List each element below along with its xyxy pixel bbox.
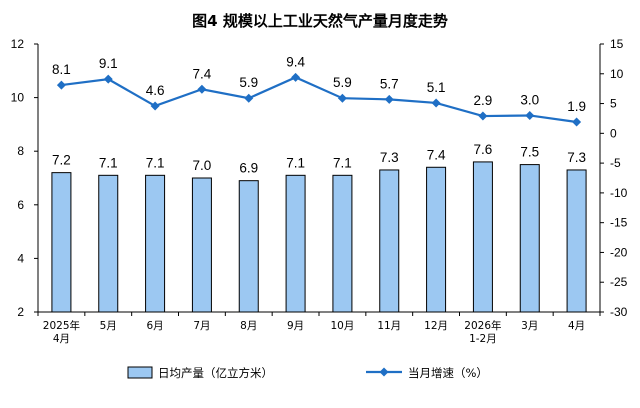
line-data-label: 2.9: [474, 93, 493, 108]
bar: [566, 169, 587, 313]
line-point: [431, 98, 441, 108]
y-left-tick-label: 8: [17, 144, 24, 158]
y-left-tick-label: 4: [17, 251, 24, 265]
bar-data-label: 7.4: [427, 147, 446, 162]
y-right-tick-label: 15: [610, 37, 624, 51]
bar-data-label: 7.1: [146, 155, 165, 170]
x-tick-label: 3月: [521, 320, 538, 332]
x-tick-label: 5月: [100, 320, 117, 332]
line-data-label: 5.9: [333, 75, 352, 90]
chart-title: 图4 规模以上工业天然气产量月度走势: [192, 12, 448, 30]
x-tick-label: 2026年: [464, 319, 501, 332]
x-tick-label: 7月: [193, 320, 210, 332]
bar-data-label: 7.3: [380, 150, 399, 165]
y-right-tick-label: -15: [610, 216, 628, 230]
x-tick-label: 10月: [330, 320, 354, 332]
y-right-tick-label: 10: [610, 67, 624, 81]
bar: [51, 172, 72, 313]
line-data-label: 5.7: [380, 76, 399, 91]
bar-data-label: 7.2: [52, 153, 71, 168]
y-right-tick-label: -5: [610, 156, 621, 170]
line-data-label: 9.4: [286, 54, 305, 69]
bar: [191, 177, 212, 313]
x-tick-label: 8月: [240, 320, 257, 332]
y-left-tick-label: 2: [17, 305, 24, 319]
bar-data-label: 7.1: [286, 155, 305, 170]
line-point: [244, 93, 254, 103]
bar-data-label: 7.1: [333, 155, 352, 170]
y-right-tick-label: -30: [610, 305, 628, 319]
y-left-tick-label: 6: [17, 198, 24, 212]
bar-data-label: 7.0: [193, 158, 212, 173]
y-right-tick-label: -10: [610, 186, 628, 200]
bar: [472, 161, 493, 313]
legend-line-label: 当月增速（%）: [408, 366, 488, 380]
x-tick-label: 12月: [424, 320, 448, 332]
y-right-tick-label: 5: [610, 97, 617, 111]
bar: [145, 174, 166, 313]
x-tick-label: 6月: [146, 320, 163, 332]
line-point: [103, 74, 113, 84]
y-right-tick-label: -25: [610, 275, 628, 289]
line-point: [478, 111, 488, 121]
line-point: [525, 110, 535, 120]
x-tick-label: 11月: [377, 320, 401, 332]
y-left-tick-label: 12: [11, 37, 25, 51]
line-point: [150, 101, 160, 111]
line-point: [384, 94, 394, 104]
bar: [379, 169, 400, 313]
y-right-tick-label: -20: [610, 245, 628, 259]
line-data-label: 5.9: [239, 75, 258, 90]
line-data-label: 1.9: [567, 99, 586, 114]
line-data-label: 7.4: [193, 66, 212, 81]
bar-data-label: 6.9: [239, 161, 258, 176]
bar: [519, 164, 540, 313]
line-data-label: 9.1: [99, 56, 118, 71]
x-tick-label: 9月: [287, 320, 304, 332]
line-point: [572, 117, 582, 127]
bar-data-label: 7.1: [99, 155, 118, 170]
line-data-label: 3.0: [520, 92, 539, 107]
growth-line: [61, 76, 577, 124]
bar: [238, 180, 259, 313]
legend-line-marker: [379, 367, 389, 377]
line-point: [337, 93, 347, 103]
bar: [426, 166, 447, 313]
bar: [332, 174, 353, 313]
bar: [285, 174, 306, 313]
x-tick-label: 4月: [568, 320, 585, 332]
y-left-tick-label: 10: [11, 91, 25, 105]
line-point: [197, 84, 207, 94]
y-right-tick-label: 0: [610, 126, 617, 140]
line-data-label: 8.1: [52, 62, 71, 77]
legend-bar-label: 日均产量（亿立方米）: [158, 366, 273, 380]
legend-bar-swatch: [127, 366, 153, 379]
bar-data-label: 7.5: [520, 145, 539, 160]
bar-data-label: 7.3: [567, 150, 586, 165]
x-tick-label: 4月: [53, 333, 70, 345]
x-tick-label: 2025年: [43, 319, 80, 332]
bar: [98, 174, 119, 313]
x-tick-label: 1-2月: [469, 333, 497, 345]
line-data-label: 5.1: [427, 80, 446, 95]
line-data-label: 4.6: [146, 83, 165, 98]
line-point: [291, 72, 301, 82]
line-point: [56, 80, 66, 90]
bar-data-label: 7.6: [474, 142, 493, 157]
